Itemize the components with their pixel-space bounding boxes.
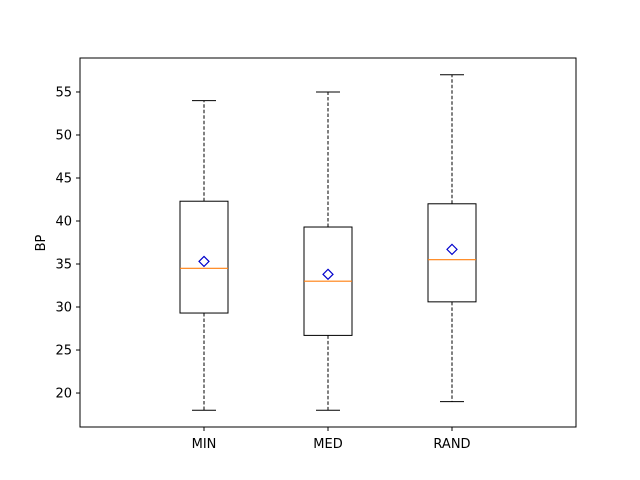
y-tick-label: 45 — [55, 171, 72, 186]
box-med — [303, 91, 353, 411]
y-tick-label: 25 — [55, 344, 72, 359]
y-axis-ticks: 20 25 30 35 40 45 50 55 — [55, 85, 80, 402]
mean-marker — [322, 268, 334, 281]
y-tick-label: 40 — [55, 214, 72, 229]
x-tick-label: MIN — [192, 437, 217, 452]
boxes-layer — [179, 74, 477, 411]
x-axis-ticks: MIN MED RAND — [192, 427, 471, 452]
iqr-box — [427, 203, 477, 303]
mean-marker — [446, 243, 458, 256]
y-tick-label: 55 — [55, 85, 72, 100]
y-tick-label: 35 — [55, 258, 72, 273]
mean-marker — [198, 255, 210, 268]
y-tick-label: 20 — [55, 387, 72, 402]
iqr-box — [179, 200, 229, 314]
plot-frame — [79, 57, 577, 428]
box-rand — [427, 74, 477, 403]
y-tick-label: 50 — [55, 128, 72, 143]
box-min — [179, 100, 229, 411]
y-tick-label: 30 — [55, 301, 72, 316]
y-axis-label: BP — [34, 234, 49, 251]
x-tick-label: MED — [313, 437, 342, 452]
x-tick-label: RAND — [433, 437, 470, 452]
